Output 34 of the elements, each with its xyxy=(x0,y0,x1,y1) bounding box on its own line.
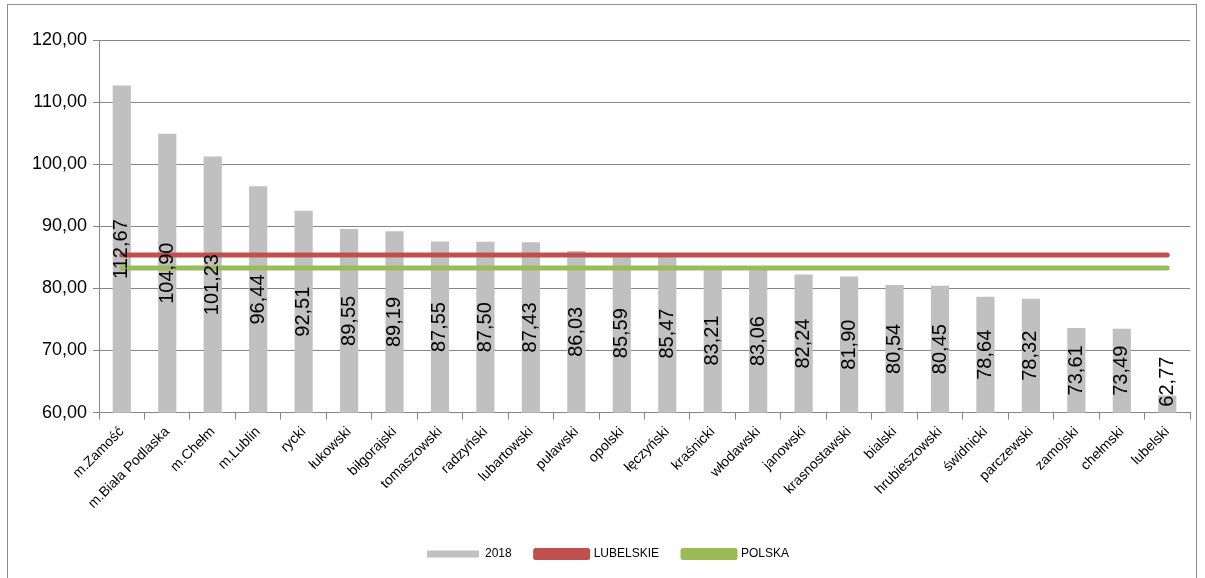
data-label: 80,54 xyxy=(882,323,905,374)
data-label: 101,23 xyxy=(200,254,223,316)
data-label: 87,50 xyxy=(472,302,495,353)
y-tick-label: 110,00 xyxy=(33,91,88,112)
legend-label: POLSKA xyxy=(741,546,790,561)
data-label: 85,47 xyxy=(654,308,677,359)
data-label: 89,19 xyxy=(382,296,405,348)
y-tick-label: 60,00 xyxy=(42,401,88,422)
y-tick-label: 70,00 xyxy=(42,339,88,360)
y-tick-label: 90,00 xyxy=(42,215,88,236)
y-tick-label: 120,00 xyxy=(31,28,88,49)
data-label: 62,77 xyxy=(1154,356,1177,407)
legend-label: LUBELSKIE xyxy=(593,546,660,561)
y-tick-label: 80,00 xyxy=(42,277,88,298)
data-label: 89,55 xyxy=(336,295,359,346)
legend-label: 2018 xyxy=(484,546,512,561)
data-label: 87,55 xyxy=(427,302,450,353)
data-label: 73,61 xyxy=(1063,345,1086,396)
data-label: 104,90 xyxy=(154,242,177,304)
data-label: 78,64 xyxy=(972,329,995,380)
data-label: 81,90 xyxy=(836,319,859,370)
data-label: 92,51 xyxy=(291,286,314,337)
data-label: 83,21 xyxy=(700,315,723,366)
y-tick-label: 100,00 xyxy=(31,153,88,174)
data-label: 82,24 xyxy=(791,318,814,369)
data-label: 73,49 xyxy=(1109,345,1132,396)
data-label: 85,59 xyxy=(609,308,632,359)
data-label: 87,43 xyxy=(518,302,541,353)
data-label: 78,32 xyxy=(1018,330,1041,381)
data-label: 96,44 xyxy=(245,274,268,325)
data-label: 80,45 xyxy=(927,324,950,375)
data-label: 112,67 xyxy=(109,219,132,279)
data-label: 86,03 xyxy=(563,306,586,357)
data-label: 83,06 xyxy=(745,316,768,367)
